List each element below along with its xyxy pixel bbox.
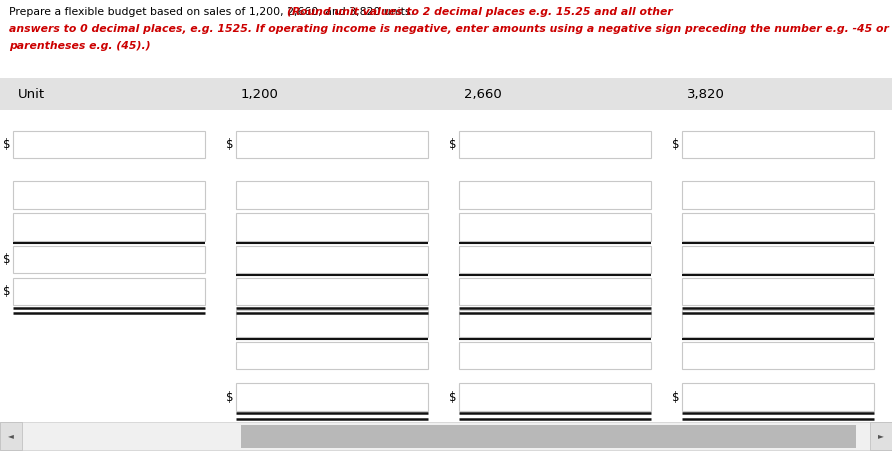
FancyBboxPatch shape <box>0 422 892 450</box>
FancyBboxPatch shape <box>459 246 651 273</box>
FancyBboxPatch shape <box>0 422 22 450</box>
FancyBboxPatch shape <box>682 131 874 158</box>
FancyBboxPatch shape <box>682 342 874 369</box>
FancyBboxPatch shape <box>459 131 651 158</box>
FancyBboxPatch shape <box>236 383 428 411</box>
FancyBboxPatch shape <box>236 213 428 241</box>
Text: $: $ <box>672 138 679 151</box>
FancyBboxPatch shape <box>459 181 651 209</box>
Text: 2,660: 2,660 <box>464 88 501 101</box>
FancyBboxPatch shape <box>13 213 205 241</box>
FancyBboxPatch shape <box>459 278 651 305</box>
FancyBboxPatch shape <box>459 383 651 411</box>
FancyBboxPatch shape <box>459 342 651 369</box>
FancyBboxPatch shape <box>459 213 651 241</box>
Text: parentheses e.g. (45).): parentheses e.g. (45).) <box>9 41 151 51</box>
FancyBboxPatch shape <box>0 78 892 110</box>
Text: $: $ <box>3 253 10 266</box>
FancyBboxPatch shape <box>236 246 428 273</box>
Text: $: $ <box>672 391 679 403</box>
Text: ◄: ◄ <box>8 431 14 441</box>
Text: $: $ <box>3 138 10 151</box>
Text: (Round unit values to 2 decimal places e.g. 15.25 and all other: (Round unit values to 2 decimal places e… <box>286 7 673 17</box>
FancyBboxPatch shape <box>682 213 874 241</box>
Text: $: $ <box>226 391 233 403</box>
FancyBboxPatch shape <box>236 131 428 158</box>
FancyBboxPatch shape <box>236 181 428 209</box>
Text: answers to 0 decimal places, e.g. 1525. If operating income is negative, enter a: answers to 0 decimal places, e.g. 1525. … <box>9 24 888 34</box>
FancyBboxPatch shape <box>241 425 856 448</box>
FancyBboxPatch shape <box>682 383 874 411</box>
FancyBboxPatch shape <box>682 310 874 337</box>
Text: Prepare a flexible budget based on sales of 1,200, 2,660, and 3,820 units.: Prepare a flexible budget based on sales… <box>9 7 417 17</box>
Text: $: $ <box>226 138 233 151</box>
Text: $: $ <box>449 138 456 151</box>
FancyBboxPatch shape <box>682 181 874 209</box>
FancyBboxPatch shape <box>13 181 205 209</box>
FancyBboxPatch shape <box>870 422 892 450</box>
Text: $: $ <box>3 285 10 298</box>
Text: 3,820: 3,820 <box>687 88 724 101</box>
FancyBboxPatch shape <box>236 278 428 305</box>
FancyBboxPatch shape <box>13 131 205 158</box>
FancyBboxPatch shape <box>682 278 874 305</box>
FancyBboxPatch shape <box>682 246 874 273</box>
FancyBboxPatch shape <box>13 246 205 273</box>
Text: Unit: Unit <box>18 88 45 101</box>
Text: ►: ► <box>878 431 884 441</box>
Text: $: $ <box>449 391 456 403</box>
FancyBboxPatch shape <box>236 310 428 337</box>
FancyBboxPatch shape <box>13 278 205 305</box>
Text: 1,200: 1,200 <box>241 88 278 101</box>
FancyBboxPatch shape <box>459 310 651 337</box>
FancyBboxPatch shape <box>236 342 428 369</box>
